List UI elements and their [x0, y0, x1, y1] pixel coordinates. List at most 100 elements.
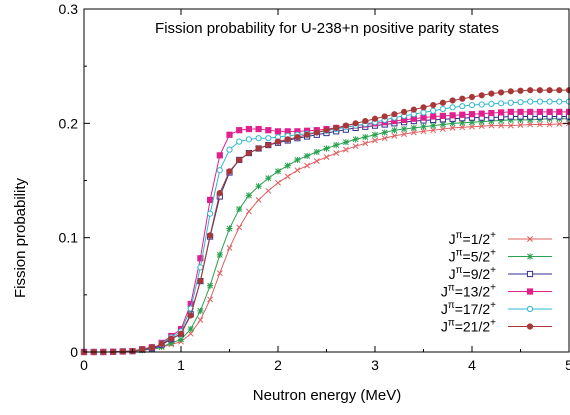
data-point — [449, 120, 456, 127]
data-point — [371, 131, 379, 138]
data-point — [420, 104, 427, 111]
series-line — [84, 101, 569, 353]
legend-label: Jπ=17/2+ — [441, 300, 496, 317]
data-point — [168, 339, 175, 347]
data-point — [265, 175, 272, 182]
data-point — [226, 225, 233, 232]
data-point — [459, 103, 466, 110]
legend-entry: Jπ=9/2+ — [449, 265, 552, 282]
data-point — [342, 122, 349, 129]
x-tick-label: 1 — [177, 357, 185, 373]
data-point — [333, 141, 340, 149]
data-point — [216, 167, 223, 174]
data-point — [459, 95, 466, 102]
data-point — [362, 133, 369, 141]
data-point — [226, 245, 233, 251]
data-point — [177, 336, 185, 343]
data-point — [148, 344, 155, 351]
data-point — [197, 278, 204, 285]
data-point — [323, 145, 330, 152]
data-point — [420, 114, 427, 121]
data-point — [478, 110, 485, 117]
data-point — [265, 141, 272, 149]
data-point — [401, 131, 408, 138]
data-point — [430, 122, 437, 129]
data-point — [439, 99, 446, 106]
data-point — [342, 139, 349, 146]
data-point — [459, 124, 466, 131]
data-point — [420, 128, 427, 135]
data-point — [488, 100, 495, 107]
data-point — [245, 125, 253, 133]
data-point — [449, 104, 456, 111]
data-point — [207, 232, 214, 239]
data-point — [236, 138, 243, 145]
data-point — [488, 117, 495, 125]
legend-label: Jπ=1/2+ — [449, 230, 497, 247]
data-point — [333, 150, 340, 157]
data-point — [536, 121, 543, 128]
data-point — [313, 148, 320, 156]
x-tick-label: 2 — [274, 357, 282, 373]
x-tick-label: 5 — [565, 357, 570, 373]
legend-entry: Jπ=5/2+ — [449, 248, 552, 265]
legend-marker — [527, 236, 533, 242]
data-point — [207, 296, 214, 303]
data-point — [197, 307, 204, 314]
data-point — [517, 122, 524, 129]
data-point — [468, 101, 476, 109]
data-point — [439, 121, 446, 128]
data-point — [430, 101, 437, 109]
y-tick-label: 0.3 — [59, 1, 79, 17]
data-point — [255, 135, 262, 142]
series-line — [84, 115, 569, 353]
data-point — [488, 90, 495, 97]
x-axis-label: Neutron energy (MeV) — [253, 387, 401, 404]
data-point — [284, 173, 291, 180]
data-point — [546, 108, 553, 116]
y-tick-label: 0 — [70, 344, 78, 360]
data-point — [391, 132, 398, 139]
data-point — [352, 120, 359, 127]
data-point — [507, 122, 514, 129]
data-point — [207, 196, 214, 204]
data-point — [352, 143, 359, 150]
data-point — [391, 127, 398, 134]
data-point — [449, 112, 456, 119]
data-point — [410, 124, 417, 132]
data-point — [381, 135, 388, 142]
data-point — [536, 87, 544, 94]
data-point — [556, 98, 563, 105]
data-point — [207, 210, 214, 217]
data-point — [304, 131, 311, 138]
data-point — [556, 108, 563, 116]
data-point — [372, 137, 378, 144]
data-point — [420, 123, 427, 130]
legend-marker — [526, 270, 534, 278]
data-point — [255, 125, 262, 133]
data-point — [430, 113, 437, 120]
data-point — [236, 127, 243, 134]
series-5 — [80, 87, 570, 356]
axes: 0 1 2 3 4 5 0 0.1 0.2 0.3 — [59, 1, 570, 373]
data-point — [255, 145, 262, 152]
data-point — [410, 106, 417, 113]
data-point — [439, 112, 446, 120]
data-point — [469, 123, 475, 130]
legend-label: Jπ=21/2+ — [441, 318, 496, 335]
data-point — [139, 346, 146, 353]
data-point — [381, 129, 388, 136]
data-point — [274, 128, 282, 135]
data-point — [468, 93, 476, 101]
legend-marker — [526, 323, 534, 330]
data-point — [449, 97, 456, 104]
data-point — [478, 92, 485, 99]
data-point — [468, 111, 476, 118]
data-point — [216, 251, 223, 258]
x-tick-label: 0 — [80, 357, 88, 373]
data-point — [507, 99, 514, 106]
data-point — [168, 335, 175, 342]
data-point — [556, 87, 563, 94]
data-point — [119, 348, 126, 355]
